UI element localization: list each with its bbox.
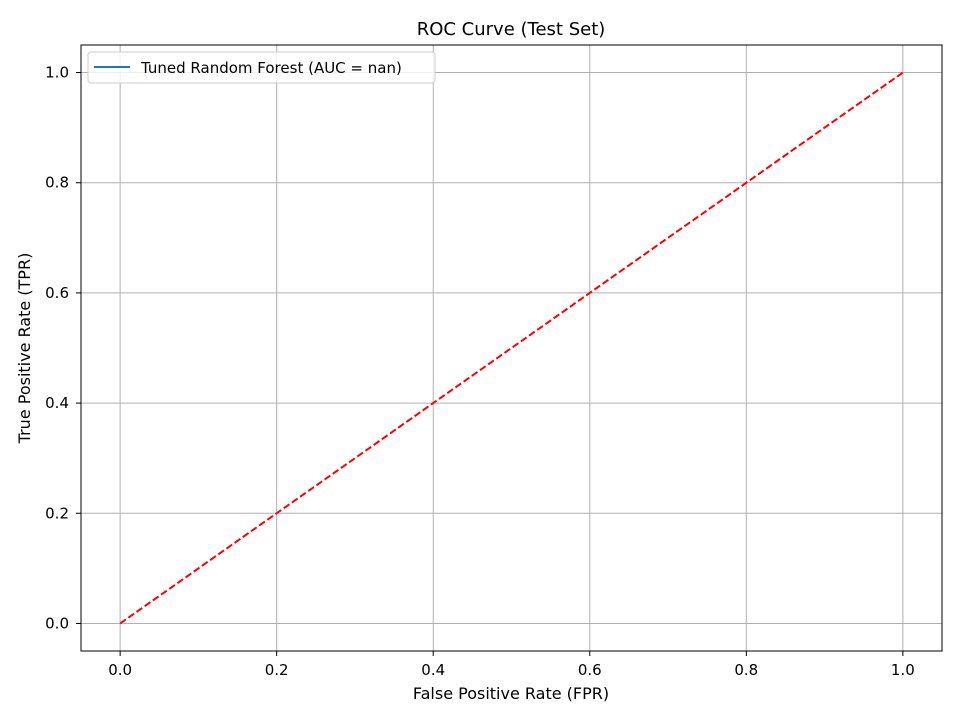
y-tick-label: 0.8 (45, 174, 69, 192)
y-tick-label: 1.0 (45, 64, 69, 82)
y-tick-label: 0.2 (45, 504, 69, 522)
legend: Tuned Random Forest (AUC = nan) (87, 51, 436, 84)
x-axis-label: False Positive Rate (FPR) (413, 684, 609, 703)
y-tick-label: 0.4 (45, 394, 69, 412)
y-axis-label: True Positive Rate (TPR) (15, 253, 34, 445)
x-tick-label: 0.6 (578, 661, 602, 679)
legend-label-rf: Tuned Random Forest (AUC = nan) (140, 59, 402, 77)
chart-title: ROC Curve (Test Set) (417, 19, 606, 40)
x-tick-label: 0.0 (108, 661, 132, 679)
x-tick-label: 1.0 (891, 661, 915, 679)
x-tick-label: 0.4 (421, 661, 445, 679)
plot-frame (80, 44, 943, 652)
x-tick-label: 0.8 (734, 661, 758, 679)
x-tick-label: 0.2 (265, 661, 289, 679)
y-tick-label: 0.0 (45, 614, 69, 632)
y-tick-label: 0.6 (45, 284, 69, 302)
legend-box (87, 51, 436, 84)
ticks: 0.0 0.2 0.4 0.6 0.8 1.0 0.0 0.2 0.4 0.6 0.8 1.0 (45, 64, 915, 679)
